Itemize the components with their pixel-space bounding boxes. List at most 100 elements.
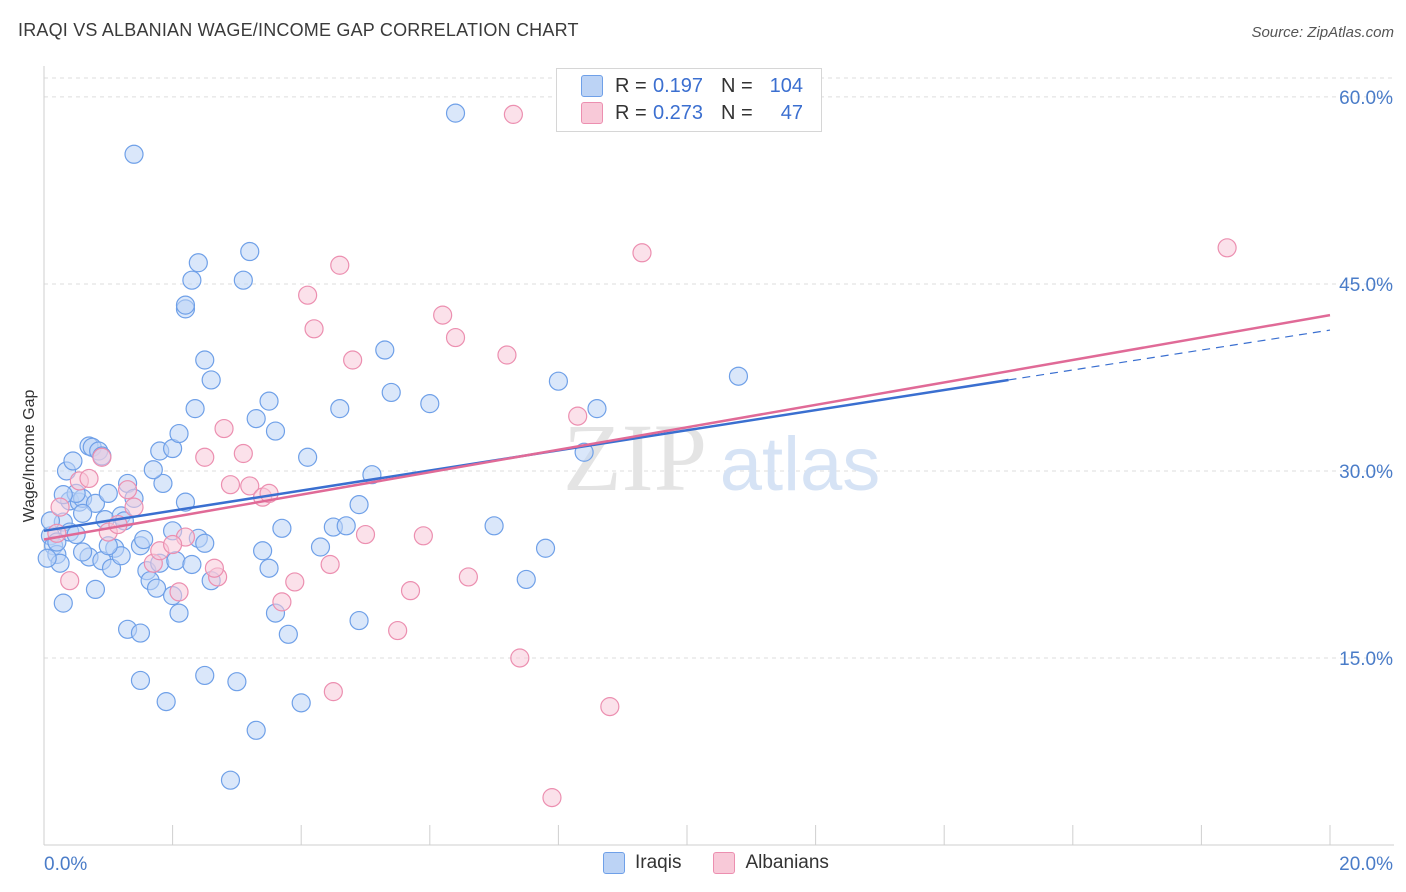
data-point bbox=[153, 473, 173, 494]
data-point bbox=[169, 603, 189, 623]
data-point bbox=[336, 516, 356, 536]
data-point bbox=[548, 371, 569, 391]
data-point bbox=[587, 399, 607, 419]
data-points bbox=[37, 103, 1237, 808]
legend-swatch-iraqis bbox=[581, 75, 603, 97]
data-point bbox=[220, 475, 241, 495]
legend-row-albanians: R = 0.273 N = 47 bbox=[581, 100, 803, 126]
trend-line-iraqis-extension bbox=[1008, 329, 1331, 381]
legend-item-iraqis[interactable]: Iraqis bbox=[603, 852, 681, 874]
chart-title: IRAQI VS ALBANIAN WAGE/INCOME GAP CORREL… bbox=[18, 20, 579, 40]
data-point bbox=[503, 104, 523, 124]
data-point bbox=[214, 418, 234, 439]
data-point bbox=[497, 345, 517, 365]
data-point bbox=[320, 554, 340, 575]
data-point bbox=[185, 399, 205, 419]
data-point bbox=[175, 492, 196, 512]
data-point bbox=[134, 529, 154, 550]
data-point bbox=[130, 623, 151, 643]
data-point bbox=[388, 620, 408, 641]
legend-swatch-iraqis bbox=[603, 852, 625, 874]
data-point bbox=[433, 305, 453, 325]
legend-n-label: N = bbox=[721, 101, 753, 124]
data-point bbox=[146, 578, 167, 598]
data-point bbox=[98, 483, 118, 504]
data-point bbox=[195, 350, 215, 370]
data-point bbox=[60, 571, 80, 591]
data-point bbox=[227, 672, 247, 692]
grid-lines bbox=[44, 77, 1394, 659]
y-tick-label: 45.0% bbox=[1339, 275, 1393, 296]
legend-r-label: R = bbox=[615, 101, 647, 124]
data-point bbox=[117, 480, 138, 500]
data-point bbox=[568, 406, 588, 426]
data-point bbox=[233, 270, 253, 290]
y-axis-title: Wage/Income Gap bbox=[21, 390, 38, 523]
data-point bbox=[265, 421, 286, 441]
data-point bbox=[85, 579, 106, 600]
data-point bbox=[291, 693, 311, 713]
data-point bbox=[298, 447, 318, 467]
data-point bbox=[124, 497, 144, 517]
data-point bbox=[85, 493, 106, 513]
y-tick-label: 60.0% bbox=[1339, 88, 1393, 109]
legend-n-value: 104 bbox=[769, 74, 803, 97]
data-point bbox=[445, 327, 466, 348]
data-point bbox=[156, 692, 176, 712]
data-point bbox=[343, 350, 363, 370]
data-point bbox=[72, 542, 93, 562]
legend-label-iraqis: Iraqis bbox=[635, 852, 682, 873]
data-point bbox=[240, 476, 260, 496]
data-point bbox=[298, 285, 318, 305]
legend-swatch-albanians bbox=[581, 102, 603, 124]
data-point bbox=[349, 495, 369, 515]
series-legend: Iraqis Albanians bbox=[603, 852, 861, 874]
data-point bbox=[285, 572, 305, 592]
legend-r-value: 0.273 bbox=[653, 101, 704, 124]
trend-lines bbox=[43, 313, 1331, 541]
data-point bbox=[272, 518, 292, 538]
data-point bbox=[169, 582, 189, 602]
data-point bbox=[600, 697, 620, 717]
data-point bbox=[130, 670, 151, 691]
data-point bbox=[201, 370, 221, 390]
data-point bbox=[272, 592, 292, 612]
data-point bbox=[188, 253, 208, 273]
data-point bbox=[304, 319, 324, 339]
data-point bbox=[240, 241, 260, 262]
data-point bbox=[175, 295, 196, 315]
data-point bbox=[458, 567, 478, 587]
data-point bbox=[420, 394, 440, 414]
data-point bbox=[259, 558, 279, 578]
watermark: ZIP atlas bbox=[563, 404, 880, 511]
data-point bbox=[349, 610, 369, 631]
data-point bbox=[1217, 238, 1237, 258]
legend-n-label: N = bbox=[721, 74, 753, 97]
data-point bbox=[259, 391, 279, 411]
data-point bbox=[253, 541, 273, 561]
data-point bbox=[381, 382, 401, 403]
data-point bbox=[728, 366, 749, 386]
data-point bbox=[510, 648, 530, 668]
data-point bbox=[72, 503, 93, 523]
x-tick-label-max: 20.0% bbox=[1339, 854, 1393, 875]
data-point bbox=[233, 443, 253, 464]
data-point bbox=[375, 340, 395, 360]
data-point bbox=[166, 551, 186, 571]
axes bbox=[43, 66, 1394, 846]
y-tick-label: 15.0% bbox=[1339, 649, 1393, 670]
data-point bbox=[143, 460, 163, 480]
data-point bbox=[535, 538, 556, 558]
legend-r-value: 0.197 bbox=[653, 74, 704, 97]
data-point bbox=[79, 468, 99, 489]
legend-label-albanians: Albanians bbox=[745, 852, 829, 873]
data-point bbox=[445, 103, 466, 123]
legend-n-value: 47 bbox=[780, 101, 803, 124]
data-point bbox=[220, 770, 241, 790]
axis-labels: 15.0% 30.0% 45.0% 60.0% 0.0% 20.0% bbox=[44, 88, 1393, 875]
legend-item-albanians[interactable]: Albanians bbox=[713, 852, 829, 874]
data-point bbox=[204, 558, 224, 578]
x-tick-label-min: 0.0% bbox=[44, 854, 87, 875]
stats-legend: R = 0.197 N = 104 R = 0.273 N = 47 bbox=[556, 68, 822, 132]
data-point bbox=[124, 144, 144, 164]
